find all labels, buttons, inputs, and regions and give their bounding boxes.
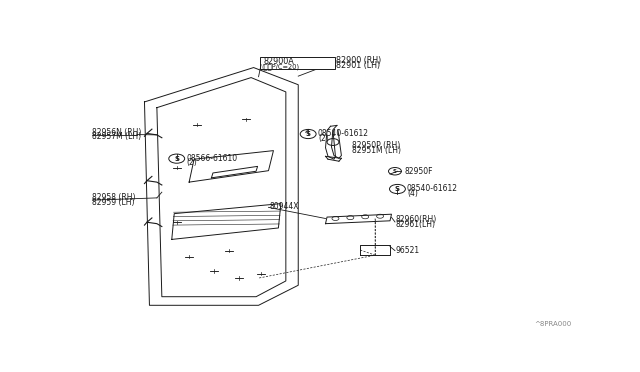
Text: 82900 (RH): 82900 (RH) (336, 56, 381, 65)
Text: 82900A: 82900A (264, 57, 294, 66)
FancyBboxPatch shape (260, 57, 335, 69)
Text: 82951M (LH): 82951M (LH) (352, 145, 401, 154)
Text: 82961(LH): 82961(LH) (396, 220, 435, 229)
Text: 82901 (LH): 82901 (LH) (336, 61, 380, 70)
Text: 82960(RH): 82960(RH) (396, 215, 436, 224)
Text: ^8PRA000: ^8PRA000 (534, 321, 571, 327)
Text: 08540-61612: 08540-61612 (317, 129, 368, 138)
Text: 82956N (RH): 82956N (RH) (92, 128, 142, 137)
Text: (4): (4) (408, 189, 418, 198)
Text: 80944X: 80944X (269, 202, 299, 211)
Text: S: S (306, 131, 310, 137)
Text: 82950P (RH): 82950P (RH) (352, 141, 400, 150)
Text: 08566-61610: 08566-61610 (186, 154, 237, 163)
Text: S: S (393, 169, 397, 174)
Text: S: S (395, 186, 400, 192)
Text: 08540-61612: 08540-61612 (406, 184, 458, 193)
Text: 82959 (LH): 82959 (LH) (92, 198, 135, 207)
Text: 82957M (LH): 82957M (LH) (92, 132, 141, 141)
Text: 82950F: 82950F (405, 167, 433, 176)
Text: S: S (174, 155, 179, 162)
Text: 96521: 96521 (396, 246, 420, 255)
Text: (2): (2) (187, 158, 197, 167)
Text: 82958 (RH): 82958 (RH) (92, 193, 136, 202)
Text: (決済P/C=20): (決済P/C=20) (262, 63, 300, 70)
Text: (2): (2) (318, 134, 329, 142)
